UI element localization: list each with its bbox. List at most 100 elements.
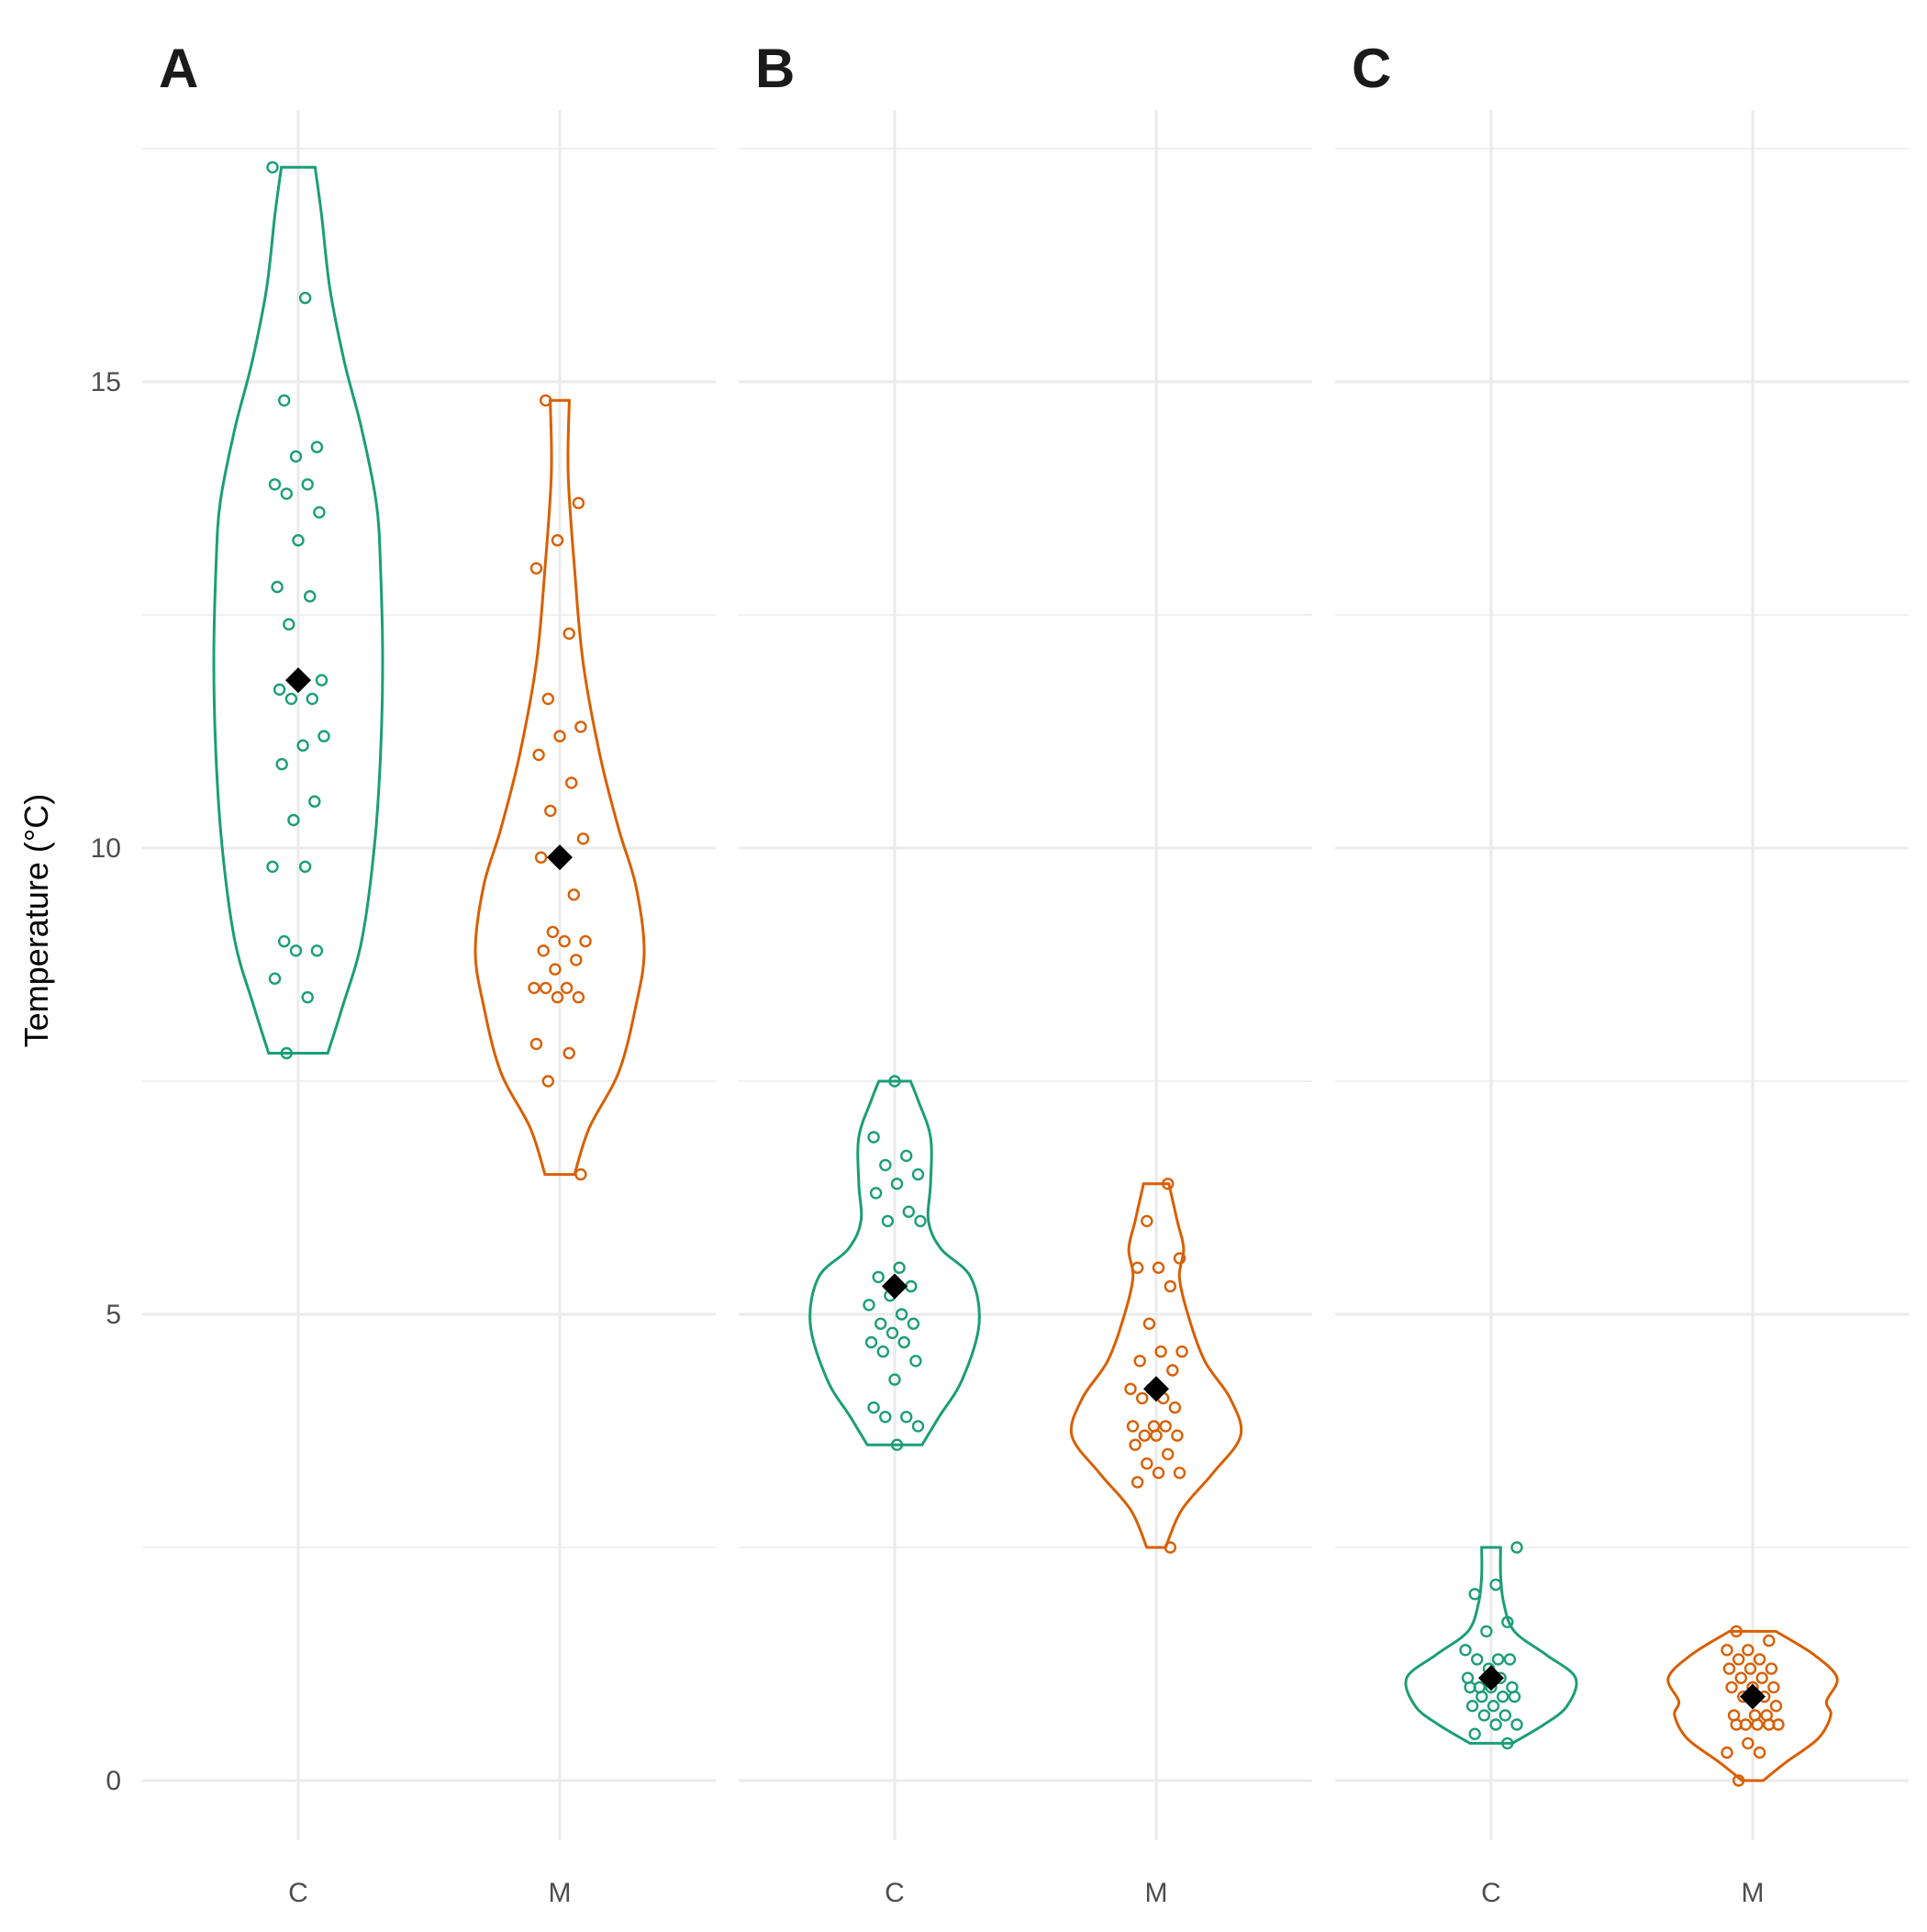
data-point-A-M	[529, 562, 543, 575]
violin-layer	[212, 165, 1839, 1782]
data-point-A-C	[268, 972, 282, 985]
data-point-C-C	[1480, 1625, 1493, 1638]
data-point-C-M	[1769, 1699, 1783, 1713]
data-point-A-C	[278, 934, 291, 948]
data-point-C-M	[1751, 1718, 1764, 1731]
data-point-B-M	[1154, 1345, 1167, 1358]
data-point-B-C	[888, 1075, 901, 1088]
violin-A-C	[212, 165, 384, 1055]
data-point-B-M	[1171, 1429, 1184, 1442]
data-point-B-C	[897, 1335, 910, 1349]
data-point-A-M	[551, 990, 564, 1004]
data-point-B-C	[863, 1299, 875, 1312]
data-point-A-C	[296, 739, 309, 752]
data-point-B-C	[890, 1438, 904, 1451]
data-point-C-M	[1763, 1634, 1776, 1647]
data-point-A-C	[266, 161, 279, 174]
data-point-A-C	[275, 757, 288, 771]
data-point-A-M	[544, 804, 557, 818]
data-point-A-M	[553, 730, 566, 743]
data-point-A-C	[284, 692, 298, 706]
data-point-B-C	[879, 1411, 892, 1424]
data-point-A-M	[572, 497, 585, 509]
data-point-B-C	[893, 1261, 906, 1274]
data-point-A-M	[541, 1075, 554, 1088]
data-point-C-M	[1742, 1644, 1754, 1657]
y-tick-label: 15	[91, 367, 121, 397]
data-point-A-C	[278, 394, 291, 407]
data-point-C-C	[1468, 1588, 1481, 1601]
data-point-B-M	[1159, 1420, 1172, 1433]
data-point-C-M	[1765, 1662, 1778, 1675]
mean-marker-layer	[285, 667, 1765, 1710]
data-point-B-C	[881, 1214, 895, 1228]
data-point-B-C	[909, 1355, 922, 1368]
data-point-C-M	[1730, 1625, 1743, 1638]
data-point-A-M	[576, 832, 590, 845]
data-point-C-C	[1498, 1709, 1512, 1722]
data-point-A-C	[315, 674, 329, 687]
data-point-B-C	[900, 1411, 913, 1424]
x-tick-label: C	[288, 1878, 308, 1908]
grid-layer	[142, 110, 1909, 1840]
data-point-A-M	[563, 627, 575, 640]
data-point-B-C	[876, 1345, 889, 1358]
data-point-C-C	[1501, 1737, 1514, 1750]
data-point-B-M	[1175, 1345, 1188, 1358]
data-point-C-M	[1753, 1653, 1766, 1666]
data-point-C-M	[1763, 1718, 1776, 1731]
data-point-C-C	[1510, 1541, 1523, 1554]
data-point-B-M	[1126, 1420, 1140, 1433]
data-point-A-M	[534, 851, 548, 864]
data-point-A-C	[289, 450, 303, 463]
data-point-C-M	[1721, 1644, 1733, 1657]
data-point-A-M	[529, 1037, 543, 1051]
data-point-C-C	[1470, 1653, 1484, 1666]
points-layer	[266, 161, 1785, 1787]
data-point-B-M	[1161, 1447, 1175, 1461]
data-point-A-C	[289, 944, 303, 957]
data-point-C-C	[1465, 1699, 1479, 1713]
x-tick-label: M	[549, 1878, 572, 1908]
y-tick-label: 0	[106, 1766, 121, 1796]
data-point-B-C	[867, 1401, 880, 1414]
mean-marker-B-C	[882, 1273, 908, 1300]
data-point-B-M	[1131, 1476, 1144, 1489]
data-point-C-M	[1743, 1662, 1757, 1675]
data-point-A-C	[308, 795, 321, 808]
data-point-A-M	[574, 1167, 587, 1181]
data-point-C-C	[1503, 1653, 1517, 1666]
data-point-C-C	[1468, 1727, 1481, 1740]
data-point-A-C	[273, 683, 286, 696]
data-point-B-M	[1150, 1429, 1163, 1442]
data-point-B-C	[864, 1335, 878, 1349]
data-point-B-M	[1173, 1252, 1186, 1265]
data-point-C-C	[1459, 1644, 1472, 1657]
y-tick-label: 5	[106, 1300, 121, 1330]
data-point-C-C	[1501, 1615, 1514, 1629]
data-point-A-M	[541, 692, 554, 706]
data-point-B-M	[1138, 1429, 1152, 1442]
data-point-C-C	[1476, 1690, 1488, 1703]
violin-B-C	[808, 1079, 981, 1446]
data-point-C-M	[1725, 1681, 1738, 1694]
data-point-A-M	[565, 776, 578, 789]
data-point-B-M	[1141, 1457, 1153, 1470]
mean-marker-C-C	[1478, 1665, 1504, 1692]
mean-marker-A-C	[285, 667, 311, 694]
x-tick-label: C	[1481, 1878, 1501, 1908]
data-point-C-M	[1755, 1671, 1768, 1684]
data-point-B-C	[872, 1270, 885, 1284]
data-point-B-C	[914, 1214, 927, 1228]
data-point-B-M	[1135, 1391, 1149, 1405]
data-point-A-C	[283, 618, 295, 631]
data-point-A-M	[558, 934, 571, 948]
data-point-C-M	[1734, 1671, 1748, 1684]
data-point-A-M	[549, 963, 562, 976]
y-tick-label: 10	[91, 833, 121, 864]
data-point-C-M	[1721, 1746, 1733, 1759]
data-point-A-C	[280, 1046, 293, 1060]
x-tick-label: M	[1742, 1878, 1765, 1908]
